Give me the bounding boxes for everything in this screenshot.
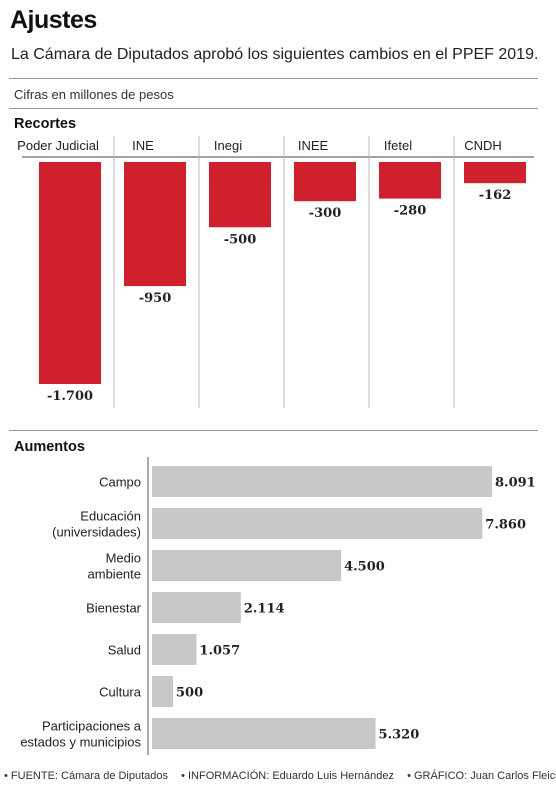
data-label: 2.114 (244, 602, 285, 617)
data-label: -500 (224, 232, 257, 247)
category-label: Medio (106, 551, 141, 566)
category-label: Educación (80, 509, 141, 524)
category-label: Ifetel (384, 138, 412, 153)
chart-subtitle: La Cámara de Diputados aprobó los siguie… (11, 46, 539, 63)
data-label: -280 (394, 204, 427, 219)
bar (152, 592, 241, 623)
data-label: -1.700 (47, 389, 93, 404)
bar (464, 162, 526, 184)
category-label: CNDH (464, 138, 502, 153)
footer: • FUENTE: Cámara de Diputados • INFORMAC… (4, 770, 556, 782)
data-label: -950 (139, 291, 172, 306)
category-label: Poder Judicial (17, 138, 99, 153)
category-label: Campo (99, 475, 141, 490)
divider (9, 430, 538, 431)
category-label: estados y municipios (20, 735, 141, 750)
bar (209, 162, 271, 228)
category-label: ambiente (88, 567, 141, 582)
footer-informacion: • INFORMACIÓN: Eduardo Luis Hernández (181, 770, 395, 782)
bar (152, 550, 342, 581)
data-label: 5.320 (379, 728, 420, 743)
aumentos-heading: Aumentos (14, 439, 85, 455)
divider (9, 108, 538, 109)
bar (294, 162, 356, 202)
category-label: INEE (298, 138, 329, 153)
data-label: 7.860 (485, 518, 526, 533)
category-label: (universidades) (52, 525, 141, 540)
data-label: -162 (479, 188, 512, 203)
units-note: Cifras en millones de pesos (14, 87, 174, 102)
bar (124, 162, 186, 287)
data-label: -300 (309, 206, 342, 221)
chart-title: Ajustes (10, 6, 97, 34)
data-label: 1.057 (199, 644, 240, 659)
data-label: 8.091 (495, 476, 536, 491)
aumentos-chart: Campo 8.091 Educación(universidades) 7.860 M… (20, 457, 536, 755)
bar (152, 508, 483, 539)
bar (152, 718, 376, 749)
recortes-chart: Poder Judicial -1.700 INE -950 Inegi -500 INEE… (17, 136, 534, 408)
footer-grafico: • GRÁFICO: Juan Carlos Fleicer (407, 770, 556, 782)
category-label: INE (132, 138, 154, 153)
bar (152, 634, 197, 665)
category-label: Salud (108, 643, 141, 658)
category-label: Inegi (214, 138, 242, 153)
footer-fuente: • FUENTE: Cámara de Diputados (4, 770, 169, 782)
data-label: 4.500 (344, 560, 385, 575)
divider (9, 78, 538, 79)
bar (152, 676, 174, 707)
recortes-heading: Recortes (14, 116, 77, 132)
bar (39, 162, 101, 384)
category-label: Bienestar (86, 601, 142, 616)
bar (379, 162, 441, 199)
bar (152, 466, 492, 497)
category-label: Participaciones a (42, 719, 142, 734)
category-label: Cultura (99, 685, 142, 700)
data-label: 500 (176, 686, 203, 701)
